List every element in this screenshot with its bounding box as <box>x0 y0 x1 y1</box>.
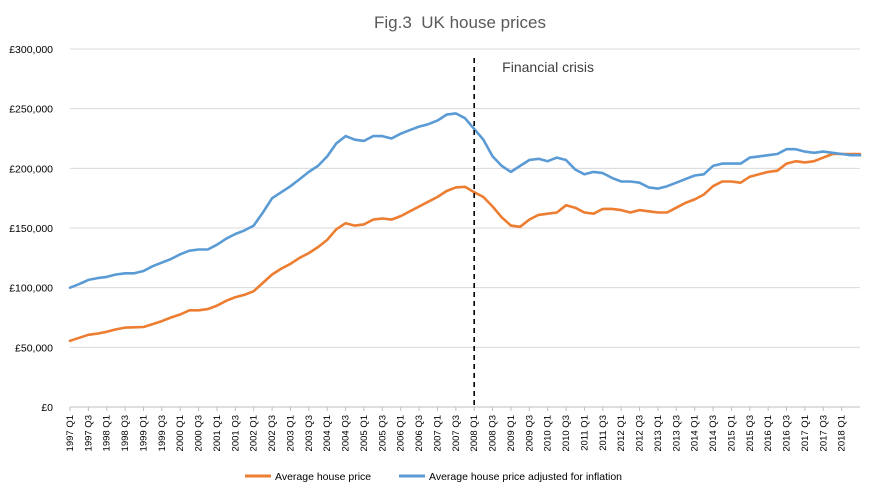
x-tick-label: 2012 Q1 <box>616 415 627 451</box>
y-axis: £0 £50,000 £100,000 £150,000 £200,000 £250,00… <box>9 44 53 414</box>
x-tick-label: 2005 Q3 <box>377 415 388 451</box>
x-tick-label: 1999 Q1 <box>138 415 149 451</box>
x-tick-label: 2014 Q3 <box>708 415 719 451</box>
x-tick-label: 2004 Q1 <box>322 415 333 451</box>
legend: Average house price Average house price … <box>245 471 622 483</box>
legend-label-adjusted-for-inflation: Average house price adjusted for inflati… <box>429 471 622 483</box>
chart-title: Fig.3 UK house prices <box>374 13 546 32</box>
x-tick-label: 1999 Q3 <box>157 415 168 451</box>
y-tick-label: £200,000 <box>9 163 53 175</box>
x-tick-label: 2016 Q1 <box>763 415 774 451</box>
series-line-0 <box>68 152 862 343</box>
y-tick-label: £100,000 <box>9 283 53 295</box>
y-tick-label: £150,000 <box>9 223 53 235</box>
x-tick-label: 1998 Q1 <box>102 415 113 451</box>
x-tick-label: 2003 Q3 <box>304 415 315 451</box>
x-tick-label: 2001 Q1 <box>212 415 223 451</box>
series-line-1 <box>68 112 862 290</box>
x-tick-label: 2003 Q1 <box>285 415 296 451</box>
x-tick-label: 2005 Q1 <box>359 415 370 451</box>
y-tick-label: £300,000 <box>9 44 53 56</box>
x-tick-label: 2000 Q3 <box>194 415 205 451</box>
x-tick-label: 2015 Q3 <box>745 415 756 451</box>
x-tick-label: 2017 Q3 <box>818 415 829 451</box>
x-tick-label: 2010 Q1 <box>543 415 554 451</box>
series-layer <box>68 112 862 343</box>
x-tick-label: 2002 Q1 <box>249 415 260 451</box>
y-tick-label: £250,000 <box>9 104 53 116</box>
x-tick-label: 2011 Q3 <box>598 415 609 451</box>
x-tick-label: 2001 Q3 <box>230 415 241 451</box>
x-tick-label: 2006 Q1 <box>396 415 407 451</box>
x-tick-label: 2002 Q3 <box>267 415 278 451</box>
y-tick-label: £0 <box>41 402 53 414</box>
x-tick-label: 2007 Q3 <box>451 415 462 451</box>
legend-label-average-house-price: Average house price <box>275 471 371 483</box>
x-tick-label: 2011 Q1 <box>579 415 590 451</box>
x-tick-label: 2013 Q3 <box>671 415 682 451</box>
x-tick-label: 2008 Q3 <box>488 415 499 451</box>
x-tick-label: 2015 Q1 <box>726 415 737 451</box>
x-tick-label: 2016 Q3 <box>782 415 793 451</box>
x-tick-label: 1997 Q3 <box>83 415 94 451</box>
x-tick-label: 1998 Q3 <box>120 415 131 451</box>
x-tick-label: 2017 Q1 <box>800 415 811 451</box>
annotation: Financial crisis <box>473 58 594 407</box>
x-tick-label: 2013 Q1 <box>653 415 664 451</box>
y-tick-label: £50,000 <box>15 342 53 354</box>
x-tick-label: 2008 Q1 <box>469 415 480 451</box>
gridlines <box>70 48 860 408</box>
x-tick-label: 2010 Q3 <box>561 415 572 451</box>
x-tick-label: 2004 Q3 <box>341 415 352 451</box>
x-tick-label: 2000 Q1 <box>175 415 186 451</box>
x-tick-label: 2007 Q1 <box>432 415 443 451</box>
x-tick-label: 2009 Q3 <box>524 415 535 451</box>
financial-crisis-label: Financial crisis <box>502 59 594 75</box>
x-axis: 1997 Q1 1997 Q3 1998 Q1 1998 Q3 1999 Q1 1999 … <box>65 407 848 451</box>
x-tick-label: 1997 Q1 <box>65 415 76 451</box>
x-tick-label: 2012 Q3 <box>635 415 646 451</box>
x-tick-label: 2006 Q3 <box>414 415 425 451</box>
x-tick-label: 2018 Q1 <box>837 415 848 451</box>
x-tick-label: 2014 Q1 <box>690 415 701 451</box>
x-tick-label: 2009 Q1 <box>506 415 517 451</box>
